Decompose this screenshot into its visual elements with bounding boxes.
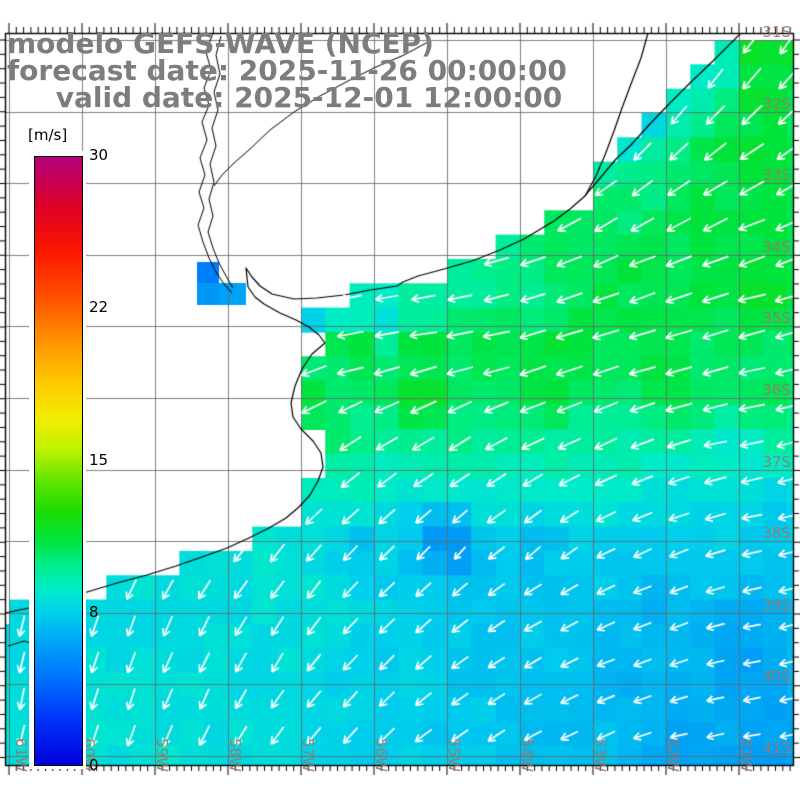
lon-label-56W: 56W: [372, 738, 390, 772]
colorbar-tick-0: 0: [89, 756, 99, 774]
lon-label-57W: 57W: [299, 738, 317, 772]
colorbar: [29, 151, 86, 769]
lat-label-33S: 33S: [762, 166, 791, 184]
lon-label-54W: 54W: [518, 738, 536, 772]
colorbar-gradient: [34, 156, 83, 766]
title-forecast-date: forecast date: 2025-11-26 00:00:00: [7, 54, 567, 87]
lon-label-55W: 55W: [445, 738, 463, 772]
title-model: modelo GEFS-WAVE (NCEP): [7, 27, 434, 60]
colorbar-tick-30: 30: [89, 146, 109, 164]
colorbar-unit-label: [m/s]: [28, 126, 68, 144]
lat-label-35S: 35S: [762, 309, 791, 327]
lat-label-37S: 37S: [762, 453, 791, 471]
lat-label-36S: 36S: [762, 381, 791, 399]
colorbar-tick-8: 8: [89, 603, 99, 621]
lon-label-53W: 53W: [591, 738, 609, 772]
title-valid-date: valid date: 2025-12-01 12:00:00: [7, 81, 563, 114]
colorbar-tick-15: 15: [89, 451, 109, 469]
lon-label-52W: 52W: [664, 738, 682, 772]
lon-label-51W: 51W: [737, 738, 755, 772]
lat-label-39S: 39S: [762, 596, 791, 614]
lat-label-34S: 34S: [762, 238, 791, 256]
lat-label-31S: 31S: [762, 23, 791, 41]
lat-label-40S: 40S: [762, 667, 791, 685]
lat-label-41S: 41S: [762, 739, 791, 757]
lat-label-38S: 38S: [762, 524, 791, 542]
lon-label-61W: 61W: [12, 738, 30, 772]
lon-label-58W: 58W: [226, 738, 244, 772]
lon-label-59W: 59W: [153, 738, 171, 772]
lat-label-32S: 32S: [762, 95, 791, 113]
colorbar-tick-22: 22: [89, 298, 109, 316]
